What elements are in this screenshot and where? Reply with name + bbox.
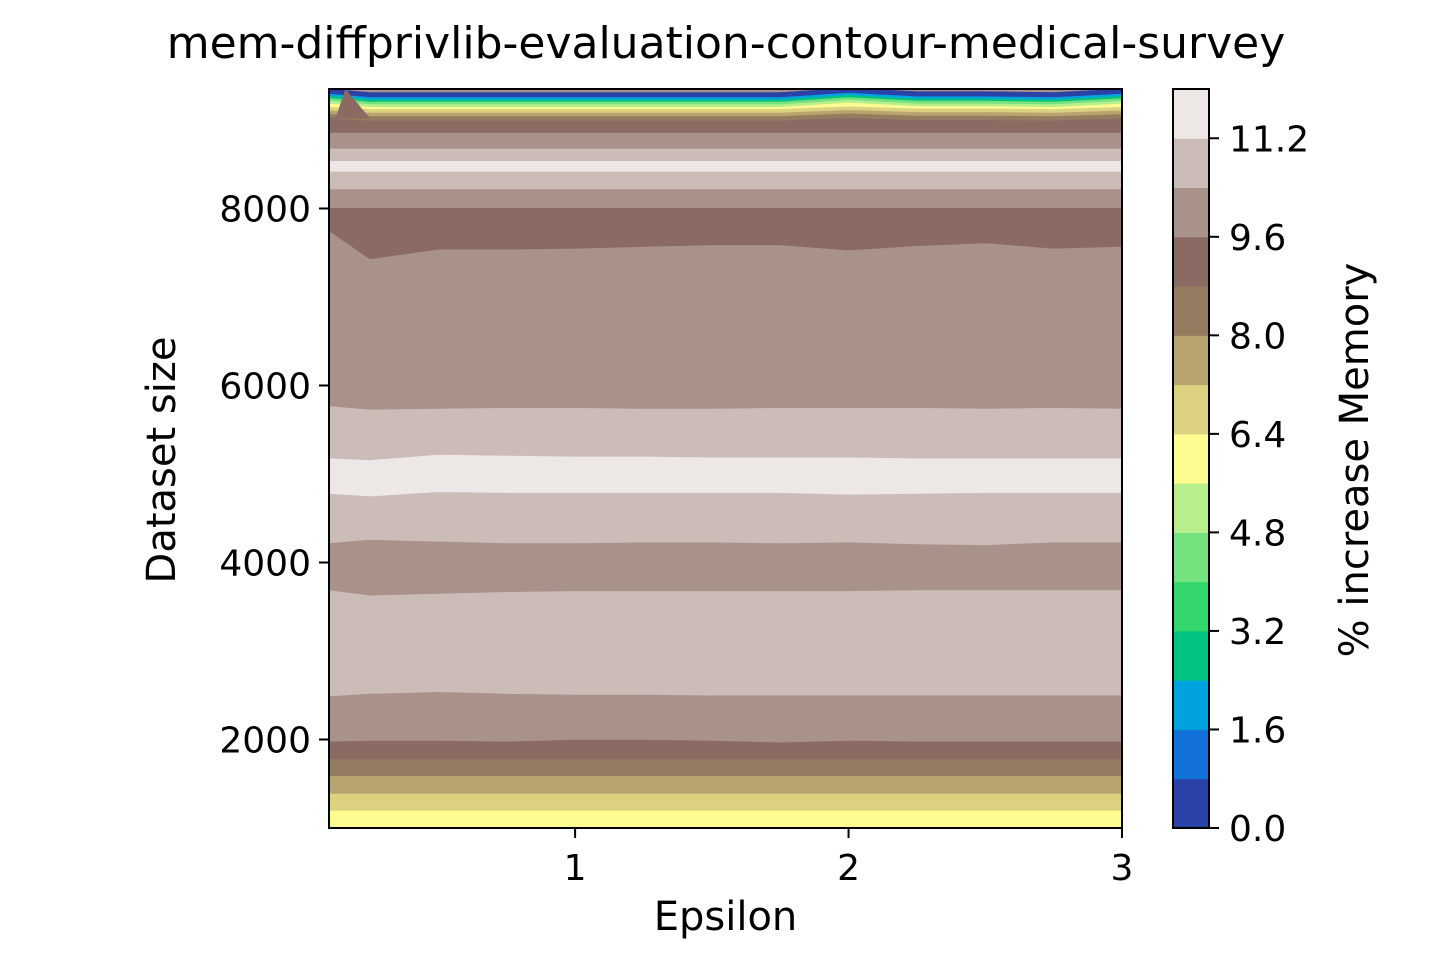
contour-band	[329, 89, 1122, 98]
contour-band	[329, 230, 1122, 410]
x-tick-label: 1	[564, 848, 587, 889]
x-tick-label: 3	[1111, 848, 1134, 889]
colorbar-swatch	[1173, 483, 1209, 533]
contour-band	[329, 148, 1122, 161]
contour-band	[329, 405, 1122, 461]
contour-band	[329, 132, 1122, 149]
colorbar-tick-label: 3.2	[1229, 612, 1286, 653]
colorbar-swatch	[1173, 138, 1209, 189]
contour-band	[329, 188, 1122, 208]
colorbar-frame	[1172, 88, 1210, 829]
colorbar-swatch	[1173, 187, 1209, 238]
contour-band	[329, 539, 1122, 596]
y-tick-label: 2000	[219, 720, 311, 761]
contour-band	[329, 454, 1122, 497]
x-axis-label: Epsilon	[653, 894, 798, 940]
colorbar-tick-label: 6.4	[1229, 415, 1286, 456]
colorbar-tick-label: 9.6	[1229, 218, 1286, 259]
colorbar-tick-label: 8.0	[1229, 316, 1286, 357]
colorbar-tick-label: 11.2	[1229, 119, 1309, 160]
x-axis: 1 2 3	[564, 828, 1134, 889]
colorbar-swatch	[1173, 729, 1209, 780]
y-axis: 2000 4000 6000 8000	[219, 189, 329, 761]
x-tick-label: 2	[837, 848, 860, 889]
contour-band	[329, 160, 1122, 172]
colorbar-swatch	[1173, 630, 1209, 681]
contour-band	[329, 89, 370, 138]
plot-frame	[328, 88, 1123, 829]
contour-band	[329, 171, 1122, 190]
colorbar-swatch	[1173, 89, 1209, 139]
contour-band	[329, 491, 1122, 546]
contour-band	[329, 810, 1122, 828]
colorbar-swatch	[1173, 581, 1209, 632]
colorbar-tick-label: 4.8	[1229, 513, 1286, 554]
contour-band	[329, 793, 1122, 811]
colorbar-label: % increase Memory	[1332, 262, 1378, 658]
contour-band	[329, 589, 1122, 697]
y-tick-label: 8000	[219, 189, 311, 230]
colorbar-swatch	[1173, 433, 1209, 484]
colorbar-swatch	[1173, 532, 1209, 583]
colorbar-swatch	[1173, 680, 1209, 730]
chart-title: mem-diffprivlib-evaluation-contour-medic…	[166, 18, 1286, 69]
contour-band	[329, 691, 1122, 743]
contour-band	[329, 775, 1122, 794]
colorbar-tick-label: 0.0	[1229, 809, 1286, 850]
plot-area	[329, 89, 1122, 828]
contour-band	[329, 758, 1122, 777]
colorbar-swatch	[1173, 286, 1209, 336]
contour-band	[329, 739, 1122, 760]
colorbar-swatch	[1173, 335, 1209, 386]
colorbar-swatch	[1173, 236, 1209, 287]
y-tick-label: 6000	[219, 366, 311, 407]
y-axis-label: Dataset size	[139, 336, 185, 584]
y-tick-label: 4000	[219, 543, 311, 584]
colorbar: 0.0 1.6 3.2 4.8 6.4 8.0 9.6 11.2	[1172, 88, 1309, 850]
colorbar-swatch	[1173, 384, 1209, 435]
colorbar-tick-label: 1.6	[1229, 710, 1286, 751]
colorbar-swatch	[1173, 778, 1209, 829]
